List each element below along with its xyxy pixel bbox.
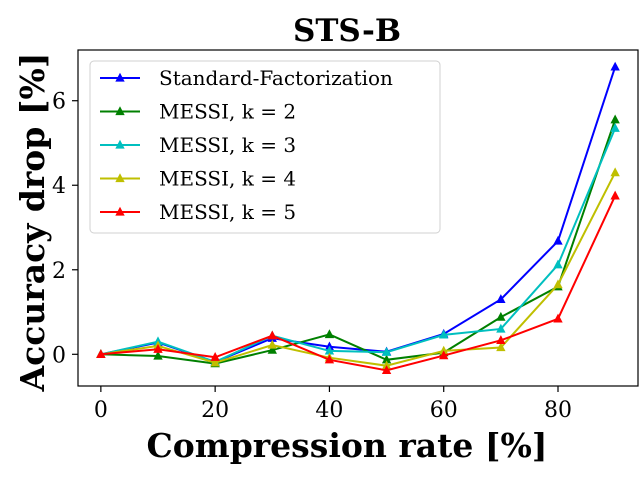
data-point bbox=[496, 335, 506, 344]
data-point bbox=[267, 339, 277, 349]
y-tick-label: 6 bbox=[52, 90, 66, 115]
data-point bbox=[553, 259, 563, 269]
data-point bbox=[381, 360, 392, 370]
data-point bbox=[210, 357, 220, 367]
data-point bbox=[153, 344, 163, 353]
chart-title: STS-B bbox=[293, 13, 401, 49]
series-line bbox=[100, 195, 617, 372]
data-point bbox=[610, 167, 620, 177]
data-point bbox=[324, 345, 335, 355]
data-point bbox=[439, 350, 449, 360]
legend-marker bbox=[115, 139, 125, 149]
data-point bbox=[496, 323, 506, 333]
data-point bbox=[381, 365, 392, 375]
legend-entry: Standard-Factorization bbox=[100, 66, 393, 90]
data-point bbox=[610, 190, 620, 200]
plot-layer bbox=[96, 61, 620, 375]
data-point bbox=[439, 345, 449, 355]
data-point bbox=[210, 352, 220, 361]
data-point bbox=[439, 329, 449, 339]
x-tick-label: 40 bbox=[315, 398, 343, 423]
data-point bbox=[553, 235, 563, 245]
legend-entry: MESSI, k = 4 bbox=[100, 167, 296, 191]
data-point bbox=[324, 354, 335, 364]
data-point bbox=[496, 294, 506, 303]
data-point bbox=[610, 114, 620, 124]
x-tick-label: 20 bbox=[201, 398, 229, 423]
data-point bbox=[381, 354, 392, 364]
data-point bbox=[267, 330, 277, 340]
legend-label: MESSI, k = 4 bbox=[159, 167, 296, 191]
data-point bbox=[381, 346, 392, 356]
series-line bbox=[100, 119, 617, 365]
x-tick-label: 0 bbox=[94, 398, 108, 423]
data-point bbox=[267, 344, 277, 354]
legend-box bbox=[89, 60, 441, 234]
legend-label: MESSI, k = 3 bbox=[159, 133, 296, 157]
legend-items: Standard-Factorization MESSI, k = 2 MESSI,… bbox=[100, 66, 393, 224]
y-axis-label: Accuracy drop [%] bbox=[13, 53, 52, 393]
legend-entry: MESSI, k = 3 bbox=[100, 133, 296, 157]
y-tick-label: 0 bbox=[52, 343, 66, 368]
plot-frame bbox=[77, 49, 639, 387]
legend-label: MESSI, k = 2 bbox=[159, 100, 296, 124]
data-point bbox=[153, 350, 163, 360]
legend-marker bbox=[115, 206, 125, 216]
y-tick-label: 2 bbox=[52, 259, 66, 284]
legend-marker bbox=[115, 173, 125, 183]
data-point bbox=[553, 313, 563, 323]
data-point bbox=[610, 122, 620, 132]
legend: Standard-Factorization MESSI, k = 2 MESSI,… bbox=[89, 60, 441, 234]
y-axis-ticks: 0 2 4 6 bbox=[52, 90, 78, 368]
legend-marker bbox=[115, 106, 125, 116]
legend-marker bbox=[115, 72, 125, 82]
data-point bbox=[610, 61, 620, 71]
x-axis-ticks: 0 20 40 60 80 bbox=[94, 386, 572, 423]
x-axis-label: Compression rate [%] bbox=[147, 426, 548, 465]
y-tick-label: 4 bbox=[52, 174, 66, 199]
series-line bbox=[100, 127, 617, 363]
series-line bbox=[100, 172, 617, 367]
x-tick-label: 60 bbox=[430, 398, 458, 423]
data-point bbox=[496, 342, 506, 352]
series-5 bbox=[96, 190, 620, 375]
data-point bbox=[324, 329, 335, 339]
legend-label: Standard-Factorization bbox=[159, 66, 393, 90]
data-point bbox=[553, 279, 563, 289]
data-point bbox=[96, 349, 106, 358]
legend-label: MESSI, k = 5 bbox=[159, 200, 296, 224]
legend-entry: MESSI, k = 5 bbox=[100, 200, 296, 224]
data-point bbox=[496, 311, 506, 321]
x-tick-label: 80 bbox=[544, 398, 572, 423]
legend-entry: MESSI, k = 2 bbox=[100, 100, 296, 124]
